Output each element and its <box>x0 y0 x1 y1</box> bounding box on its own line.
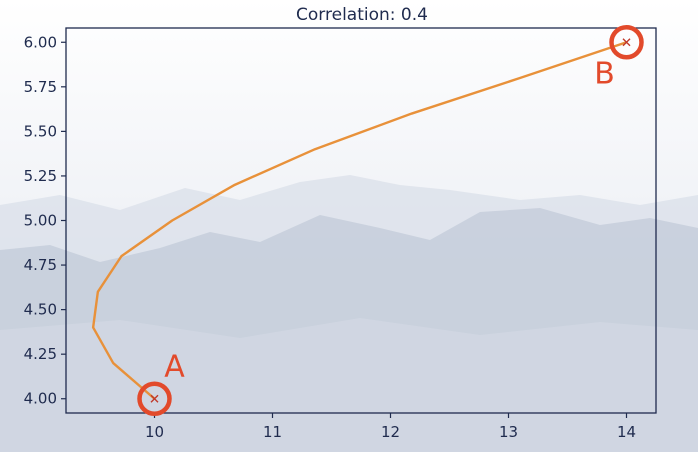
y-tick-label: 4.50 <box>24 301 57 319</box>
y-tick-label: 5.75 <box>24 78 57 96</box>
y-tick-label: 6.00 <box>24 33 57 51</box>
y-tick-label: 4.25 <box>24 345 57 363</box>
y-tick-label: 4.00 <box>24 390 57 408</box>
y-tick-label: 5.00 <box>24 212 57 230</box>
point-marker <box>150 394 159 403</box>
x-tick-label: 14 <box>617 423 636 441</box>
y-tick-label: 5.25 <box>24 167 57 185</box>
x-tick-label: 10 <box>145 423 164 441</box>
chart-title: Correlation: 0.4 <box>296 5 428 25</box>
annotation-label: B <box>594 56 615 91</box>
background-mist <box>0 318 698 452</box>
y-tick-label: 4.75 <box>24 256 57 274</box>
x-tick-label: 11 <box>263 423 282 441</box>
x-tick-label: 13 <box>499 423 518 441</box>
series-line <box>91 41 627 400</box>
y-tick-label: 5.50 <box>24 122 57 140</box>
point-marker <box>622 38 631 47</box>
highlight-circle <box>137 381 172 416</box>
annotation-layer: AB <box>137 25 644 416</box>
highlight-circle <box>609 25 644 60</box>
annotation-label: A <box>164 350 185 385</box>
series-layer <box>91 41 627 400</box>
x-tick-label: 12 <box>381 423 400 441</box>
axis-ticks: 10 11 12 13 14 4.00 4.25 4.50 4.75 5.00 5.25 5.50 5.… <box>24 33 636 441</box>
